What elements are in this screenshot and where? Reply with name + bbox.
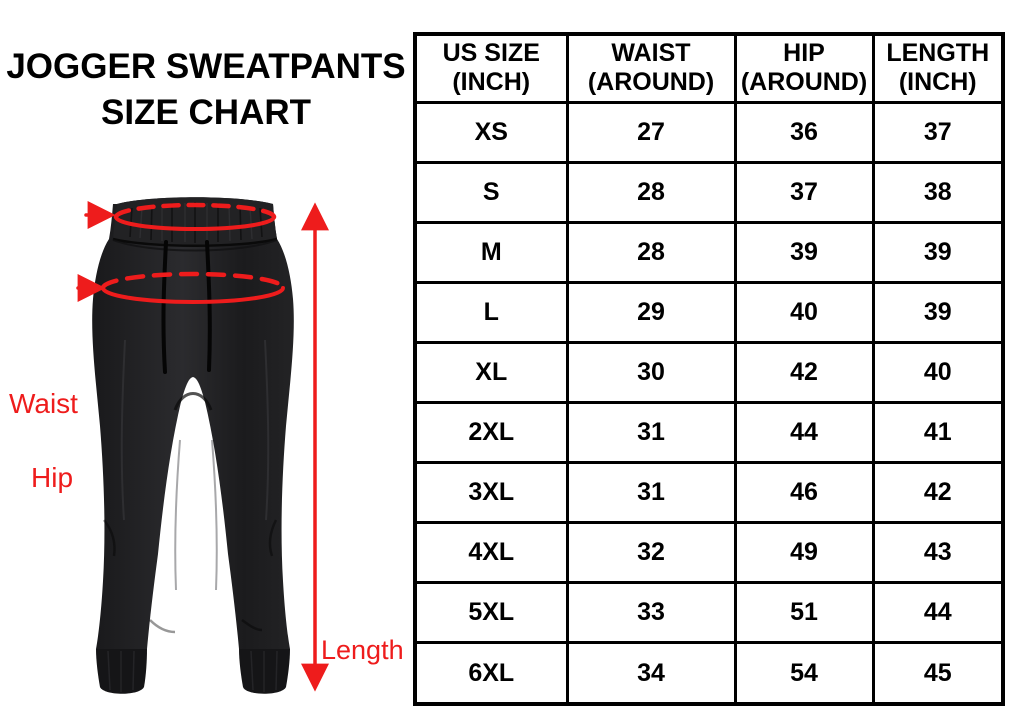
hip-cell: 54	[733, 641, 875, 706]
length-cell: 44	[871, 581, 1005, 645]
size-row-xl: XL 30 42 40	[413, 340, 1005, 404]
title-line2: SIZE CHART	[101, 93, 311, 133]
size-table: US SIZE (INCH) WAIST (AROUND) HIP (AROUN…	[413, 32, 1005, 706]
length-cell: 45	[871, 641, 1005, 706]
size-row-4xl: 4XL 32 49 43	[413, 521, 1005, 585]
size-cell: S	[413, 160, 569, 224]
size-cell: L	[413, 280, 569, 344]
page-title: JOGGER SWEATPANTS SIZE CHART	[5, 44, 407, 136]
waist-cell: 30	[565, 340, 737, 404]
col-header-waist: WAIST (AROUND)	[565, 32, 737, 104]
size-cell: 4XL	[413, 521, 569, 585]
size-row-5xl: 5XL 33 51 44	[413, 581, 1005, 645]
waist-cell: 27	[565, 100, 737, 164]
pants-silhouette	[92, 197, 294, 694]
length-cell: 39	[871, 280, 1005, 344]
hip-cell: 36	[733, 100, 875, 164]
length-cell: 37	[871, 100, 1005, 164]
measurement-annotations	[76, 201, 329, 692]
jogger-pants-illustration	[76, 197, 329, 694]
size-cell: 2XL	[413, 400, 569, 465]
hip-cell: 37	[733, 160, 875, 224]
hip-cell: 39	[733, 220, 875, 284]
col-header-hip: HIP (AROUND)	[733, 32, 875, 104]
waist-cell: 31	[565, 461, 737, 525]
size-cell: 5XL	[413, 581, 569, 645]
hip-cell: 51	[733, 581, 875, 645]
waist-cell: 33	[565, 581, 737, 645]
length-cell: 42	[871, 461, 1005, 525]
waist-cell: 28	[565, 160, 737, 224]
size-row-6xl: 6XL 34 54 45	[413, 641, 1005, 706]
waist-cell: 28	[565, 220, 737, 284]
hip-label: Hip	[31, 462, 74, 493]
waist-cell: 34	[565, 641, 737, 706]
waist-cell: 32	[565, 521, 737, 585]
waist-cell: 31	[565, 400, 737, 465]
size-row-2xl: 2XL 31 44 41	[413, 400, 1005, 465]
size-table-header-row: US SIZE (INCH) WAIST (AROUND) HIP (AROUN…	[413, 32, 1005, 104]
length-cell: 43	[871, 521, 1005, 585]
size-cell: 3XL	[413, 461, 569, 525]
waist-ellipse-dashed	[113, 202, 277, 220]
hip-cell: 49	[733, 521, 875, 585]
length-label: Length	[321, 635, 404, 665]
size-row-m: M 28 39 39	[413, 220, 1005, 284]
pants-measurement-diagram: Waist Hip Length	[0, 190, 420, 716]
size-row-3xl: 3XL 31 46 42	[413, 461, 1005, 525]
waist-label: Waist	[9, 388, 78, 419]
hip-cell: 44	[733, 400, 875, 465]
size-row-l: L 29 40 39	[413, 280, 1005, 344]
col-header-us-size: US SIZE (INCH)	[413, 32, 569, 104]
length-cell: 40	[871, 340, 1005, 404]
waist-ellipse-solid	[114, 215, 276, 231]
hip-cell: 42	[733, 340, 875, 404]
hip-ellipse-solid	[101, 286, 285, 304]
size-row-s: S 28 37 38	[413, 160, 1005, 224]
size-cell: XL	[413, 340, 569, 404]
ankle-cuffs	[96, 649, 290, 694]
waist-cell: 29	[565, 280, 737, 344]
hip-ellipse-dashed	[100, 271, 286, 291]
col-header-length: LENGTH (INCH)	[871, 32, 1005, 104]
size-cell: XS	[413, 100, 569, 164]
title-line1: JOGGER SWEATPANTS	[6, 47, 406, 86]
length-cell: 41	[871, 400, 1005, 465]
size-cell: M	[413, 220, 569, 284]
hip-cell: 46	[733, 461, 875, 525]
hip-cell: 40	[733, 280, 875, 344]
length-cell: 39	[871, 220, 1005, 284]
size-row-xs: XS 27 36 37	[413, 100, 1005, 164]
length-cell: 38	[871, 160, 1005, 224]
size-cell: 6XL	[413, 641, 569, 706]
